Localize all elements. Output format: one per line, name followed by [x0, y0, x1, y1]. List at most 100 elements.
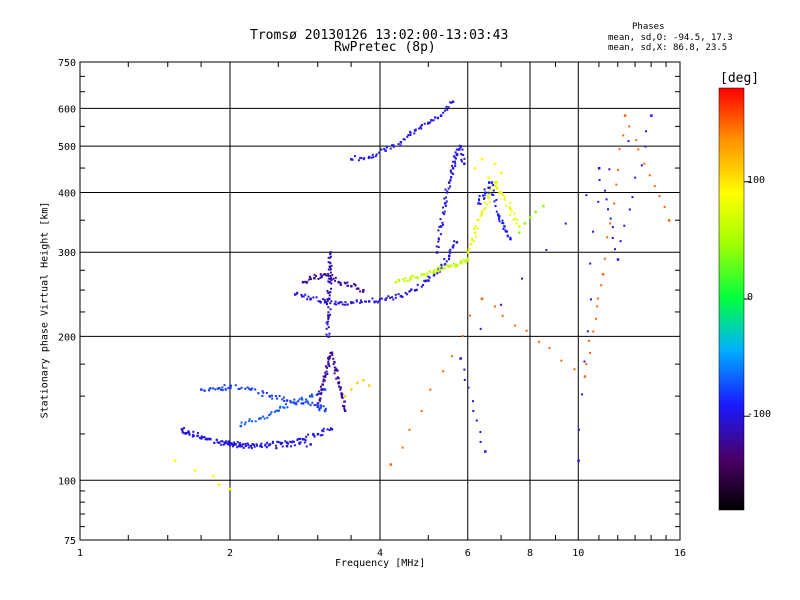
data-point: [209, 387, 212, 390]
data-point: [217, 483, 221, 486]
data-point: [319, 404, 322, 407]
data-point: [322, 430, 325, 433]
data-point: [425, 279, 428, 282]
data-point: [371, 153, 374, 156]
data-point: [343, 395, 347, 398]
data-point: [327, 277, 330, 280]
data-point: [303, 441, 306, 444]
data-point: [505, 204, 508, 207]
data-point: [229, 387, 232, 390]
data-point: [496, 187, 499, 190]
data-point: [220, 388, 223, 391]
data-point: [467, 248, 470, 251]
data-point: [667, 219, 671, 222]
data-point: [327, 268, 330, 271]
data-point: [449, 170, 452, 173]
data-point: [498, 220, 501, 223]
data-point: [509, 207, 512, 211]
data-point: [479, 327, 482, 330]
data-point: [603, 257, 606, 260]
data-point: [327, 361, 330, 364]
data-point: [458, 144, 461, 147]
data-point: [335, 303, 338, 306]
data-point: [238, 443, 241, 446]
colorbar-tick-label: -100: [747, 409, 772, 421]
data-point: [460, 158, 463, 161]
data-point: [391, 296, 394, 299]
data-point: [282, 396, 285, 399]
data-point: [329, 256, 332, 259]
y-tick-label: 300: [58, 248, 76, 259]
data-point: [445, 260, 448, 263]
data-point: [402, 278, 405, 281]
data-point: [420, 410, 423, 413]
data-point: [304, 439, 307, 442]
data-point: [487, 196, 490, 200]
data-point: [293, 398, 296, 401]
data-point: [192, 430, 195, 433]
data-point: [596, 297, 599, 300]
data-point: [498, 218, 501, 221]
data-point: [327, 280, 330, 283]
data-point: [397, 293, 400, 296]
data-point: [476, 219, 479, 222]
data-point: [493, 181, 497, 184]
data-point: [301, 280, 305, 284]
data-point: [343, 405, 346, 408]
data-point: [297, 437, 300, 440]
data-point: [492, 189, 495, 192]
data-point: [496, 181, 499, 184]
data-point: [236, 441, 239, 444]
data-point: [328, 291, 331, 294]
data-point: [328, 355, 331, 358]
data-point: [508, 206, 511, 209]
data-point: [472, 410, 475, 413]
data-point: [216, 441, 219, 444]
data-point: [433, 271, 436, 274]
data-point: [455, 153, 458, 156]
data-point: [183, 432, 186, 435]
data-point: [501, 221, 504, 224]
data-point: [588, 339, 591, 342]
data-point: [309, 298, 312, 301]
data-point: [341, 404, 344, 407]
data-point: [282, 406, 285, 409]
data-point: [496, 213, 500, 216]
data-point: [211, 387, 214, 390]
data-point: [325, 303, 328, 306]
data-point: [327, 256, 330, 259]
data-point: [293, 402, 297, 405]
data-point: [429, 121, 432, 124]
data-point: [463, 368, 466, 371]
data-point: [433, 273, 436, 276]
data-point: [451, 164, 454, 167]
data-point: [635, 139, 638, 142]
data-point: [500, 303, 503, 306]
data-point: [454, 151, 457, 154]
data-point: [329, 253, 332, 256]
data-point: [414, 128, 417, 131]
data-point: [417, 277, 420, 280]
data-point: [420, 127, 423, 130]
data-point: [443, 267, 446, 270]
data-point: [461, 148, 464, 151]
data-point: [397, 143, 400, 146]
data-point: [313, 434, 316, 437]
data-point: [462, 258, 465, 261]
data-point: [285, 399, 289, 402]
data-point: [347, 284, 350, 287]
data-point: [328, 429, 331, 432]
data-point: [287, 442, 290, 445]
axis-tick-labels: 1 2 4 6 8 10 16 75 100 200 300 400 500 600 750: [58, 58, 686, 559]
data-point: [504, 195, 507, 198]
data-point: [262, 391, 265, 394]
data-point: [333, 361, 336, 364]
data-point: [465, 260, 468, 263]
data-point: [353, 283, 356, 286]
data-point: [227, 387, 230, 390]
data-point: [327, 297, 331, 301]
data-point: [450, 264, 453, 267]
data-point: [407, 134, 410, 137]
data-point: [304, 293, 307, 296]
data-point: [291, 440, 294, 443]
